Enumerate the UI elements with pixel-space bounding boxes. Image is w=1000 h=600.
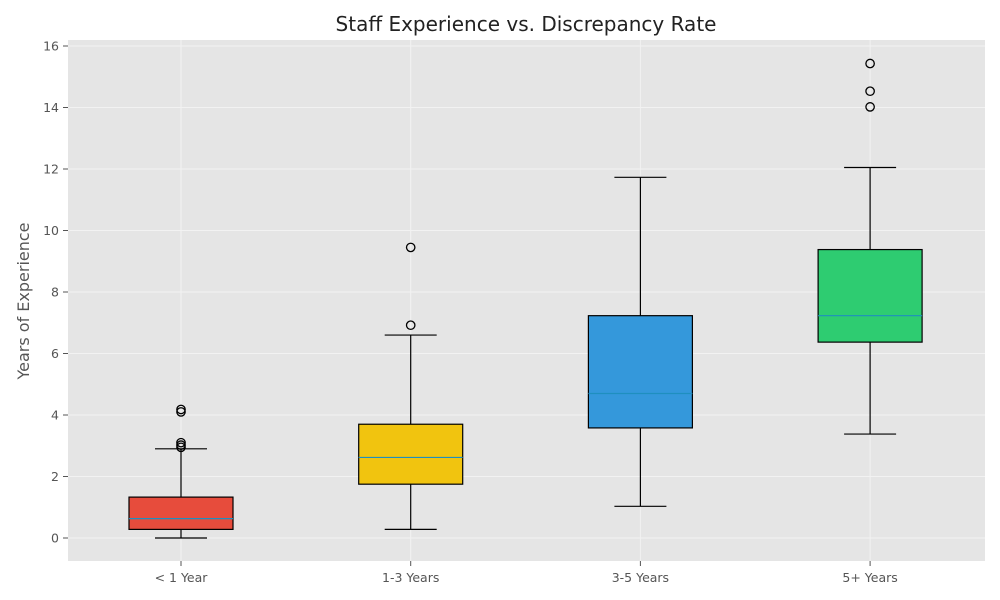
- box-2: [358, 242, 464, 530]
- iqr-box: [358, 423, 464, 485]
- box-1: [128, 404, 234, 539]
- y-tick-label: 2: [51, 469, 59, 484]
- boxes: [128, 58, 923, 539]
- x-tick-label: 1-3 Years: [382, 570, 439, 585]
- chart-title: Staff Experience vs. Discrepancy Rate: [336, 12, 717, 36]
- y-axis-label: Years of Experience: [14, 222, 33, 380]
- y-tick-label: 12: [43, 162, 59, 177]
- outlier-point: [176, 407, 186, 417]
- x-tick-label: 5+ Years: [842, 570, 897, 585]
- iqr-box: [128, 496, 234, 530]
- outlier-point: [176, 404, 186, 415]
- y-tick-label: 16: [43, 39, 59, 54]
- outlier-point: [176, 440, 186, 450]
- y-tick-label: 10: [43, 223, 59, 238]
- box-4: [817, 58, 923, 435]
- outlier-point: [865, 58, 875, 69]
- x-axis-ticks: < 1 Year 1-3 Years 3-5 Years 5+ Years: [155, 561, 898, 585]
- x-tick-label: < 1 Year: [155, 570, 209, 585]
- y-tick-label: 8: [51, 285, 59, 300]
- iqr-box: [817, 248, 923, 343]
- outlier-point: [405, 320, 416, 331]
- outlier-point: [176, 437, 186, 448]
- x-tick-label: 3-5 Years: [612, 570, 669, 585]
- y-axis-ticks: 0 2 4 6 8 10 12 14 16: [43, 39, 68, 546]
- outlier-point: [865, 102, 875, 112]
- outlier-point: [865, 86, 875, 97]
- y-tick-label: 6: [51, 346, 59, 361]
- y-tick-label: 0: [51, 531, 59, 546]
- y-tick-label: 14: [43, 100, 59, 115]
- y-tick-label: 4: [51, 408, 59, 423]
- outlier-point: [405, 242, 416, 253]
- box-3: [587, 176, 694, 507]
- iqr-box: [587, 315, 694, 429]
